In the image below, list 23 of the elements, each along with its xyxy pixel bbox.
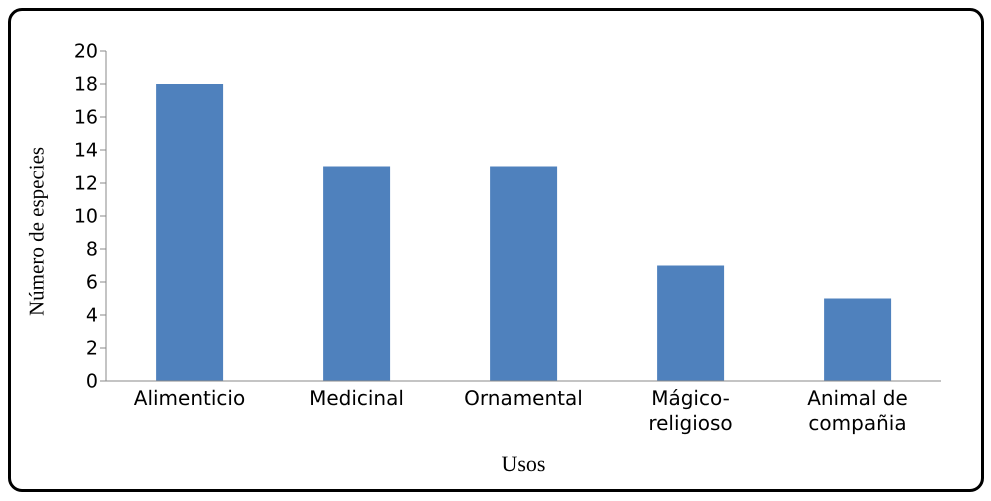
y-tick-label: 18 [74,74,98,96]
bar [323,166,390,381]
x-tick-label: Ornamental [464,386,583,410]
x-tick-label: Medicinal [309,386,404,410]
x-tick-label: Alimenticio [134,386,246,410]
bar [490,166,558,381]
y-tick-label: 14 [74,140,98,162]
bar [824,298,892,381]
y-tick-label: 16 [74,106,98,129]
y-tick-label: 12 [74,172,98,195]
x-tick-label: Mágico-religioso [648,386,733,435]
y-tick-label: 6 [86,272,98,294]
y-tick-label: 20 [74,40,98,63]
bar [657,266,724,381]
y-tick-label: 2 [86,338,98,360]
y-tick-label: 4 [86,304,98,327]
y-tick-label: 10 [74,206,98,228]
y-tick-label: 8 [86,238,98,261]
y-axis-title: Número de especies [24,146,48,316]
bar [156,84,224,381]
y-tick-label: 0 [86,370,98,393]
x-axis-title: Usos [501,451,546,476]
x-tick-label: Animal de compañia [807,386,908,435]
